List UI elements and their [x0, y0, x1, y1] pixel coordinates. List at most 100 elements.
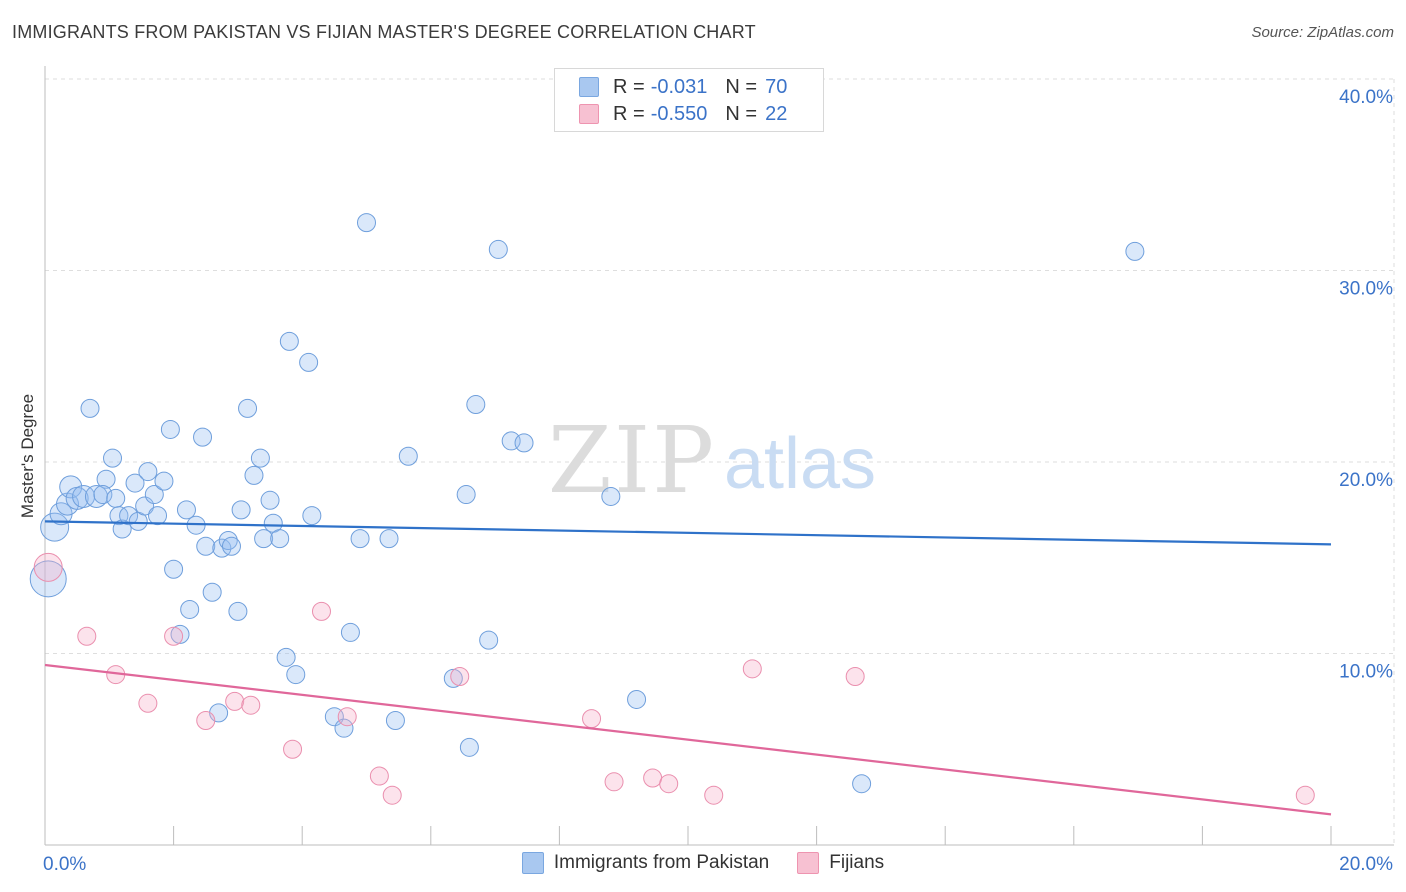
pakistan-point [379, 529, 399, 549]
pakistan-point [479, 630, 499, 650]
series-legend: Immigrants from Pakistan Fijians [0, 852, 1406, 874]
pakistan-point [93, 485, 113, 505]
pakistan-point [96, 469, 116, 489]
fijian-point [845, 666, 865, 686]
pakistan-point [385, 711, 405, 731]
pakistan-point [627, 689, 647, 709]
stats-legend: R = -0.031 N = 70 R = -0.550 N = 22 [554, 68, 824, 132]
y-axis-label: Master's Degree [18, 393, 37, 519]
pakistan-point [196, 536, 216, 556]
pakistan-point [357, 213, 376, 233]
pakistan-point [279, 331, 299, 351]
legend-r-label: R = [613, 75, 645, 98]
pakistan-point [231, 500, 251, 520]
pakistan-point [350, 529, 370, 549]
fijian-point [77, 626, 97, 646]
legend-swatch-pakistan [579, 77, 599, 97]
source-label: Source: ZipAtlas.com [1251, 24, 1394, 41]
legend-row-fijians: R = -0.550 N = 22 [579, 101, 787, 127]
fijian-point [604, 772, 624, 792]
legend-item-fijians[interactable]: Fijians [797, 852, 884, 874]
pakistan-point [125, 473, 145, 493]
pakistan-point [1125, 241, 1145, 261]
pakistan-point [340, 622, 360, 642]
fijian-point [283, 739, 303, 759]
pakistan-point [286, 665, 306, 685]
fijian-point [138, 693, 158, 713]
pakistan-point [244, 465, 264, 485]
fijian-point [225, 691, 245, 711]
fijian-trend-line [44, 663, 1332, 816]
pakistan-point [84, 484, 108, 508]
legend-swatch-fijians [579, 104, 599, 124]
pakistan-point [398, 446, 418, 466]
pakistan-point [202, 582, 222, 602]
pakistan-point [228, 601, 248, 621]
legend-swatch-fijians [797, 852, 820, 874]
fijian-point [164, 626, 184, 646]
fijian-point [369, 766, 389, 786]
pakistan-point [170, 624, 190, 644]
pakistan-point [212, 538, 232, 558]
pakistan-point [601, 486, 621, 506]
fijian-point [643, 768, 663, 788]
fijian-point [337, 707, 357, 727]
fijian-point [382, 785, 402, 805]
fijian-point [450, 666, 470, 686]
pakistan-point [302, 506, 322, 526]
legend-row-pakistan: R = -0.031 N = 70 [579, 74, 787, 100]
legend-r-label: R = [613, 102, 645, 125]
pakistan-point [514, 433, 534, 453]
pakistan-point [148, 506, 168, 526]
fijian-point [659, 774, 679, 794]
legend-r-value: -0.550 [650, 102, 708, 125]
pakistan-point [40, 512, 70, 542]
legend-label-fijians: Fijians [829, 852, 885, 873]
pakistan-point [260, 490, 280, 510]
watermark-atlas: atlas [724, 424, 876, 504]
legend-r-value: -0.031 [650, 75, 708, 98]
pakistan-point [459, 737, 479, 757]
axis-layer [44, 66, 1394, 846]
pakistan-point [852, 774, 872, 794]
pakistan-point [443, 668, 463, 688]
pakistan-point [334, 718, 354, 738]
pakistan-point [72, 484, 96, 508]
fijian-point [582, 709, 602, 729]
pakistan-point [466, 395, 486, 415]
pakistan-trend-line [44, 520, 1332, 546]
pakistan-point [238, 398, 258, 418]
fijian-point [241, 695, 261, 715]
x-tick-label: 0.0% [43, 854, 86, 875]
fijian-point [742, 659, 762, 679]
pakistan-point [456, 485, 476, 505]
y-tick-label: 10.0% [1339, 662, 1393, 683]
legend-n-value: 70 [765, 75, 788, 98]
points-layer [29, 213, 1315, 805]
y-tick-label: 20.0% [1339, 470, 1393, 491]
watermark: ZIP atlas [548, 407, 876, 514]
pakistan-point [138, 462, 158, 482]
fijian-point [704, 785, 724, 805]
pakistan-point [270, 529, 290, 549]
legend-item-pakistan[interactable]: Immigrants from Pakistan [521, 852, 770, 874]
pakistan-point [144, 485, 164, 505]
legend-n-label: N = [725, 75, 758, 98]
pakistan-point [80, 398, 100, 418]
pakistan-point [164, 559, 184, 579]
pakistan-point [488, 239, 508, 259]
pakistan-point [29, 560, 67, 598]
fijian-point [311, 601, 331, 621]
pakistan-point [218, 531, 238, 551]
fijian-point [1295, 785, 1315, 805]
legend-label-pakistan: Immigrants from Pakistan [553, 852, 770, 873]
legend-n-label: N = [725, 102, 758, 125]
pakistan-point [59, 475, 83, 499]
trend-layer [44, 520, 1332, 816]
legend-n-value: 22 [765, 102, 788, 125]
fijian-point [196, 711, 216, 731]
y-tick-label: 30.0% [1339, 279, 1393, 300]
y-tick-label: 40.0% [1339, 87, 1393, 108]
pakistan-point [106, 488, 126, 508]
